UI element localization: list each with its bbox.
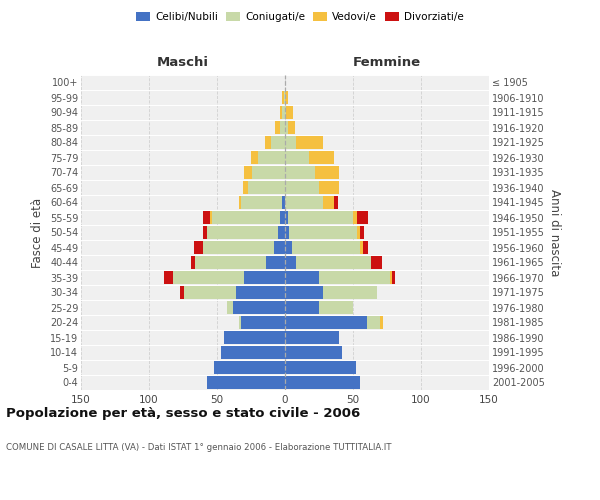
Bar <box>280 122 285 134</box>
Bar <box>392 272 395 283</box>
Bar <box>353 212 357 224</box>
Bar <box>173 272 244 283</box>
Bar <box>221 346 285 358</box>
Bar <box>265 136 271 148</box>
Bar <box>285 166 315 178</box>
Bar <box>285 346 342 358</box>
Text: Maschi: Maschi <box>157 56 209 69</box>
Bar <box>285 332 340 344</box>
Bar <box>282 92 284 104</box>
Bar <box>194 242 203 254</box>
Bar <box>236 286 285 298</box>
Bar <box>380 316 383 328</box>
Bar <box>285 256 296 268</box>
Bar <box>203 226 208 238</box>
Bar <box>282 196 285 208</box>
Bar <box>288 122 295 134</box>
Bar <box>285 226 289 238</box>
Bar <box>180 286 184 298</box>
Bar <box>371 256 382 268</box>
Bar <box>367 316 380 328</box>
Bar <box>285 286 323 298</box>
Bar <box>292 242 360 254</box>
Bar <box>357 212 368 224</box>
Bar <box>243 182 248 194</box>
Bar <box>191 256 195 268</box>
Bar <box>280 212 285 224</box>
Bar <box>212 212 280 224</box>
Bar <box>271 136 285 148</box>
Bar <box>239 316 241 328</box>
Bar <box>296 256 371 268</box>
Bar <box>334 196 338 208</box>
Bar <box>360 242 362 254</box>
Bar <box>285 182 319 194</box>
Bar <box>210 212 212 224</box>
Bar <box>239 196 241 208</box>
Bar <box>244 272 285 283</box>
Bar <box>285 302 319 314</box>
Bar <box>274 242 285 254</box>
Bar <box>227 302 233 314</box>
Legend: Celibi/Nubili, Coniugati/e, Vedovi/e, Divorziati/e: Celibi/Nubili, Coniugati/e, Vedovi/e, Di… <box>132 8 468 26</box>
Bar <box>233 302 285 314</box>
Bar <box>357 226 360 238</box>
Bar <box>390 272 392 283</box>
Bar <box>319 182 340 194</box>
Bar <box>253 166 285 178</box>
Bar <box>310 152 334 164</box>
Bar <box>258 152 285 164</box>
Bar <box>285 92 288 104</box>
Bar <box>285 106 286 118</box>
Bar <box>266 256 285 268</box>
Bar <box>203 212 210 224</box>
Bar <box>241 316 285 328</box>
Bar <box>208 376 285 388</box>
Bar <box>285 242 292 254</box>
Bar <box>208 226 278 238</box>
Bar <box>285 362 356 374</box>
Bar <box>285 212 288 224</box>
Bar <box>323 196 334 208</box>
Bar <box>285 196 323 208</box>
Bar <box>285 316 367 328</box>
Bar <box>214 362 285 374</box>
Bar <box>278 226 285 238</box>
Y-axis label: Anni di nascita: Anni di nascita <box>548 189 562 276</box>
Bar <box>275 122 280 134</box>
Bar <box>319 272 390 283</box>
Bar <box>184 286 236 298</box>
Bar <box>224 332 285 344</box>
Bar <box>164 272 173 283</box>
Bar <box>241 196 282 208</box>
Bar <box>285 122 288 134</box>
Bar <box>203 242 274 254</box>
Bar <box>285 152 310 164</box>
Bar <box>282 106 285 118</box>
Bar <box>284 92 285 104</box>
Bar <box>286 106 293 118</box>
Bar <box>288 212 353 224</box>
Bar <box>244 166 253 178</box>
Bar <box>248 182 285 194</box>
Bar <box>280 106 282 118</box>
Bar <box>360 226 364 238</box>
Bar <box>362 242 368 254</box>
Y-axis label: Fasce di età: Fasce di età <box>31 198 44 268</box>
Text: Popolazione per età, sesso e stato civile - 2006: Popolazione per età, sesso e stato civil… <box>6 408 360 420</box>
Bar <box>296 136 323 148</box>
Bar <box>195 256 266 268</box>
Bar <box>319 302 353 314</box>
Text: COMUNE DI CASALE LITTA (VA) - Dati ISTAT 1° gennaio 2006 - Elaborazione TUTTITAL: COMUNE DI CASALE LITTA (VA) - Dati ISTAT… <box>6 442 392 452</box>
Bar <box>251 152 258 164</box>
Bar <box>285 376 360 388</box>
Bar <box>323 286 377 298</box>
Bar <box>315 166 340 178</box>
Text: Femmine: Femmine <box>353 56 421 69</box>
Bar <box>289 226 357 238</box>
Bar <box>285 136 296 148</box>
Bar <box>285 272 319 283</box>
